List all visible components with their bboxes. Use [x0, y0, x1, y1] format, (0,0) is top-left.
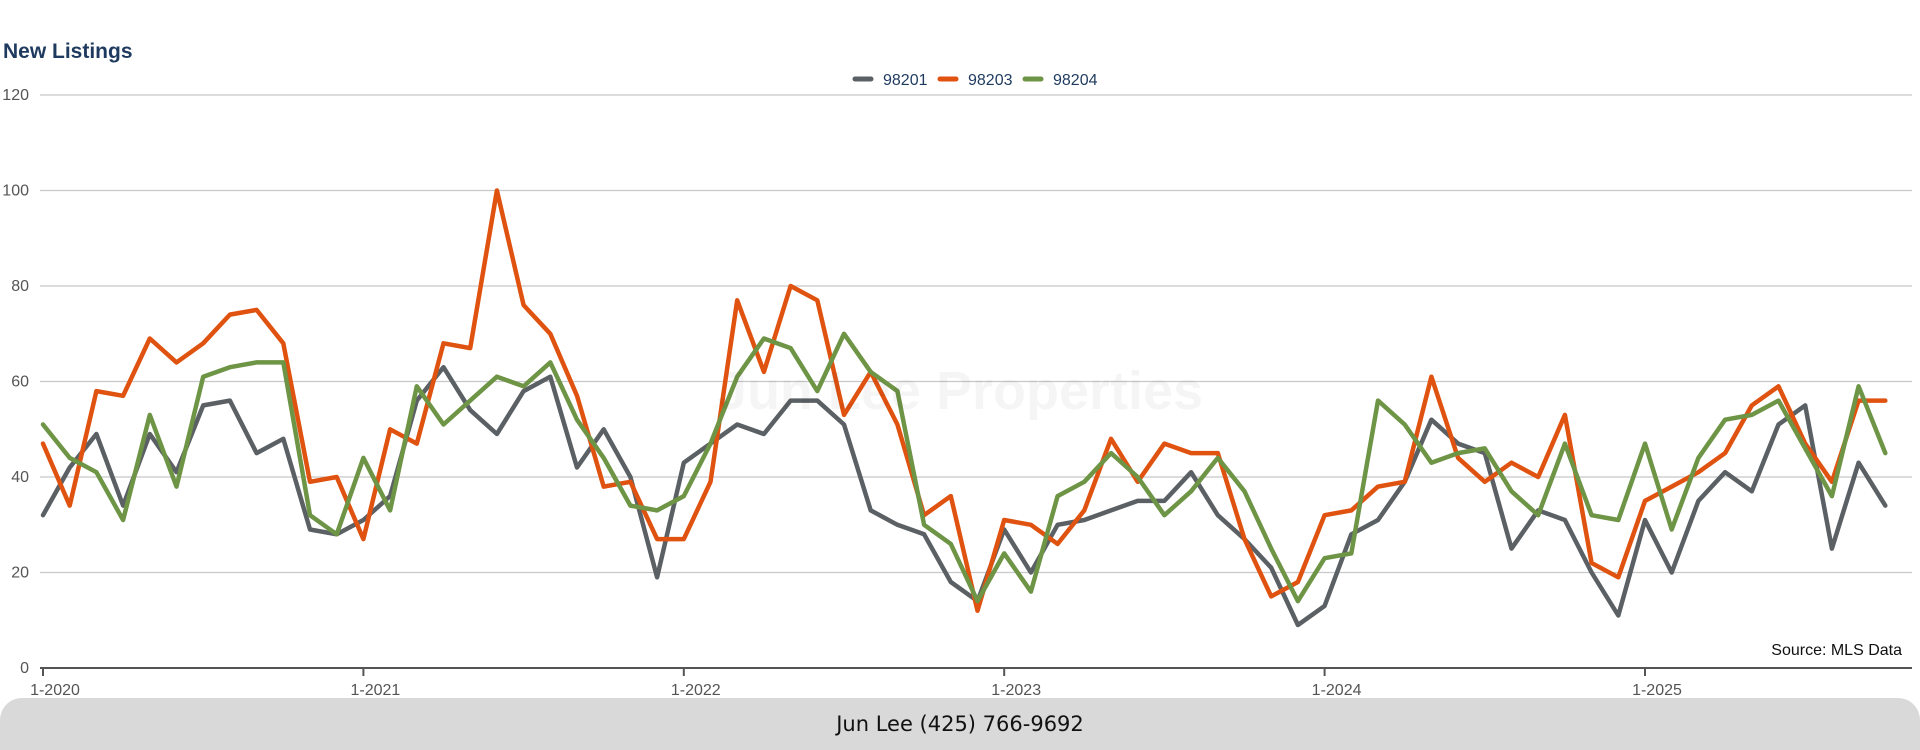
x-tick-label: 1-2023 — [991, 682, 1041, 699]
series-lines — [40, 188, 1888, 628]
legend-label-98201: 98201 — [883, 72, 928, 89]
line-chart: 0 20 40 60 80 100 120 1-2020 1-2021 1-2022 1-2023… — [2, 72, 1912, 699]
x-tick-label: 1-2021 — [350, 682, 400, 699]
x-axis-ticks: 1-2020 1-2021 1-2022 1-2023 1-2024 1-2025 — [30, 668, 1682, 699]
footer-bar: Jun Lee (425) 766-9692 — [0, 698, 1920, 750]
y-tick-label: 80 — [11, 278, 29, 295]
y-tick-label: 0 — [20, 660, 29, 677]
y-tick-label: 100 — [2, 183, 29, 200]
y-tick-label: 40 — [11, 469, 29, 486]
x-tick-label: 1-2024 — [1312, 682, 1362, 699]
series-line-98201 — [40, 364, 1888, 628]
watermark: Jun Lee Properties — [700, 360, 1220, 422]
legend-label-98203: 98203 — [968, 72, 1013, 89]
x-tick-label: 1-2022 — [671, 682, 721, 699]
source-note: Source: MLS Data — [1771, 642, 1902, 659]
series-line-98204 — [40, 331, 1888, 604]
legend-label-98204: 98204 — [1053, 72, 1098, 89]
y-axis-ticks: 0 20 40 60 80 100 120 — [2, 87, 29, 677]
grid-lines — [40, 94, 1912, 669]
x-tick-label: 1-2020 — [30, 682, 80, 699]
x-tick-label: 1-2025 — [1632, 682, 1682, 699]
y-tick-label: 120 — [2, 87, 29, 104]
legend: 98201 98203 98204 — [852, 72, 1098, 89]
series-line-98203 — [40, 188, 1888, 613]
chart-title: New Listings — [3, 40, 133, 63]
footer-contact: Jun Lee (425) 766-9692 — [836, 712, 1084, 736]
y-tick-label: 20 — [11, 565, 29, 582]
y-tick-label: 60 — [11, 374, 29, 391]
